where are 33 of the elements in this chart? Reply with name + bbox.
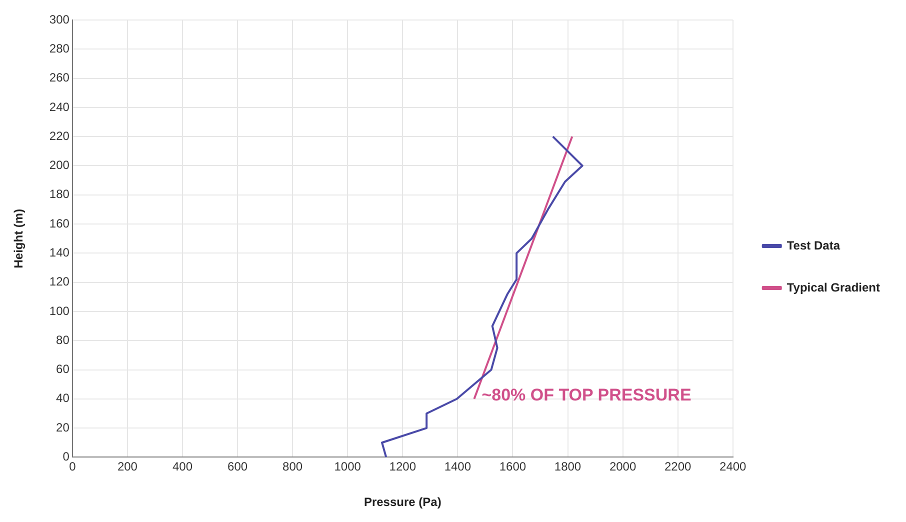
x-axis-title: Pressure (Pa) [364, 495, 442, 510]
x-tick-label: 1800 [554, 460, 582, 474]
x-tick-label: 200 [117, 460, 138, 474]
y-tick-label: 60 [56, 362, 70, 376]
x-tick-label: 1600 [499, 460, 526, 474]
annotation: ~80% OF TOP PRESSURE [482, 386, 692, 405]
legend-label: Typical Gradient [786, 280, 880, 294]
y-tick-label: 200 [49, 158, 70, 172]
y-tick-label: 120 [49, 274, 70, 289]
x-tick-label: 2000 [609, 460, 636, 474]
y-tick-label: 260 [49, 70, 70, 85]
x-tick-label: 2200 [664, 460, 692, 474]
y-tick-label: 140 [49, 245, 70, 260]
y-tick-label: 40 [56, 391, 70, 406]
x-tick-label: 600 [228, 460, 248, 474]
x-tick-label: 400 [172, 460, 193, 474]
y-tick-label: 20 [56, 420, 70, 434]
x-tick-label: 1000 [334, 460, 362, 474]
y-tick-label: 300 [49, 12, 70, 26]
y-tick-label: 80 [56, 332, 70, 347]
y-tick-label: 240 [49, 100, 70, 114]
x-tick-label: 800 [282, 460, 303, 474]
y-tick-label: 280 [49, 41, 70, 56]
y-tick-label: 100 [49, 304, 70, 318]
x-tick-label: 1400 [444, 460, 472, 474]
y-tick-label: 160 [49, 216, 70, 230]
x-tick-label: 2400 [720, 460, 747, 474]
legend-label: Test Data [786, 238, 840, 252]
y-tick-label: 220 [49, 128, 70, 143]
x-tick-label: 1200 [389, 460, 416, 474]
y-tick-label: 180 [49, 187, 70, 202]
y-axis-title: Height (m) [12, 208, 26, 268]
y-tick-label: 0 [62, 450, 70, 464]
